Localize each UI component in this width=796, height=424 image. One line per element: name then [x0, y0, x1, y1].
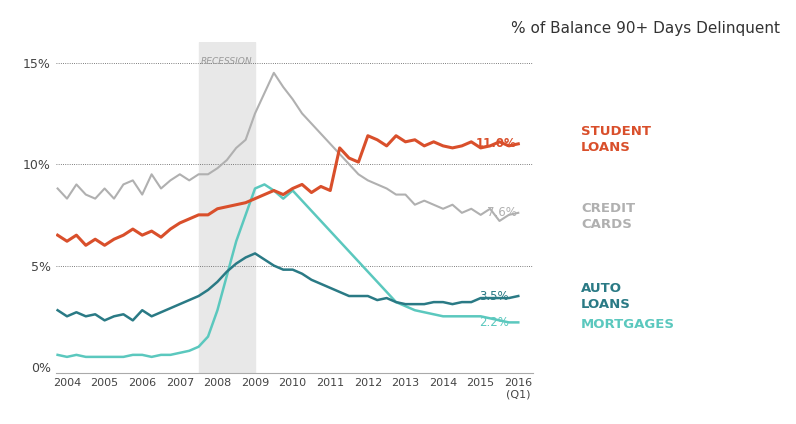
- Bar: [199, 42, 255, 373]
- Text: 7.6%: 7.6%: [486, 206, 517, 219]
- Text: 3.5%: 3.5%: [479, 290, 509, 302]
- Text: CREDIT
CARDS: CREDIT CARDS: [581, 202, 635, 232]
- Text: RECESSION: RECESSION: [201, 56, 252, 66]
- Text: % of Balance 90+ Days Delinquent: % of Balance 90+ Days Delinquent: [511, 21, 780, 36]
- Text: 2.2%: 2.2%: [479, 316, 509, 329]
- Text: AUTO
LOANS: AUTO LOANS: [581, 282, 631, 310]
- Text: MORTGAGES: MORTGAGES: [581, 318, 675, 331]
- Text: 11.0%: 11.0%: [476, 137, 517, 151]
- Text: STUDENT
LOANS: STUDENT LOANS: [581, 125, 651, 154]
